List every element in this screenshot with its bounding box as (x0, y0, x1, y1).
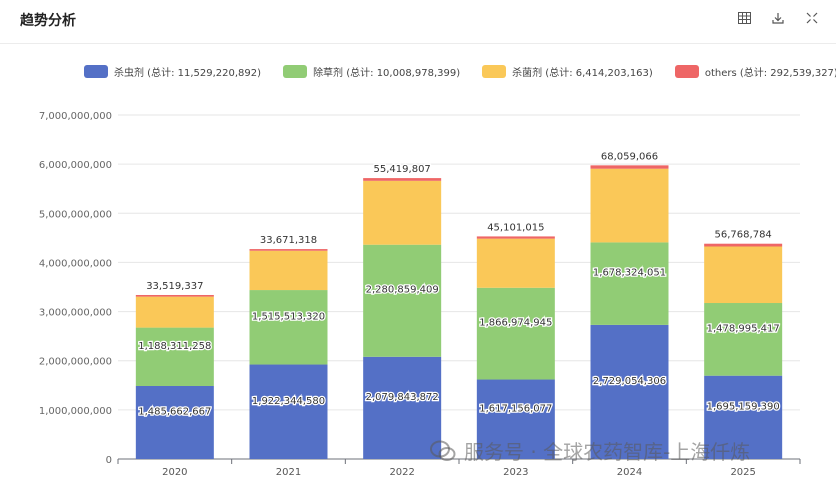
data-label: 55,419,807 (374, 164, 431, 175)
legend-item-fungicide[interactable]: 杀菌剂 (总计: 6,414,203,163) (482, 64, 653, 79)
data-label: 2,280,859,409 (366, 285, 439, 296)
watermark: 服务号 · 全球农药智库-上海仟炼 (430, 436, 750, 465)
data-label: 1,515,513,320 (252, 311, 325, 322)
bar-segment (590, 168, 669, 243)
y-tick-label: 1,000,000,000 (39, 406, 112, 417)
data-label: 68,059,066 (601, 151, 658, 162)
legend-label: 除草剂 (总计: 10,008,978,399) (313, 68, 461, 79)
bar-segment (363, 178, 442, 181)
x-tick-label: 2024 (617, 467, 642, 478)
bar-segment (704, 243, 783, 247)
data-label: 45,101,015 (487, 222, 544, 233)
bar-segment (135, 327, 214, 386)
download-icon[interactable] (770, 10, 786, 26)
data-label: 1,695,159,390 (707, 401, 780, 412)
legend-item-others[interactable]: others (总计: 292,539,327) (674, 64, 836, 79)
x-tick-label: 2020 (162, 467, 187, 478)
data-label: 1,678,324,051 (593, 268, 666, 279)
data-label: 33,519,337 (146, 281, 203, 292)
fullscreen-icon[interactable] (804, 10, 820, 26)
chart-legend: 杀虫剂 (总计: 11,529,220,892) 除草剂 (总计: 10,008… (84, 64, 836, 79)
wechat-icon (430, 440, 456, 461)
y-tick-label: 7,000,000,000 (39, 111, 112, 122)
header-divider (0, 43, 836, 44)
bar-segment (476, 379, 555, 459)
data-label: 1,866,974,945 (479, 318, 552, 329)
bar-segment (476, 287, 555, 380)
legend-label: others (总计: 292,539,327) (704, 68, 836, 79)
watermark-text: 服务号 · 全球农药智库-上海仟炼 (464, 440, 751, 464)
bar-segment (363, 244, 442, 357)
bar-segment (249, 290, 328, 365)
data-label: 56,768,784 (715, 230, 772, 241)
y-tick-label: 2,000,000,000 (39, 357, 112, 368)
bar-segment (704, 303, 783, 376)
header-bar: 趋势分析 (0, 0, 836, 44)
legend-swatch (84, 65, 108, 78)
legend-swatch (674, 65, 699, 78)
bar-segment (704, 246, 783, 304)
legend-label: 杀虫剂 (总计: 11,529,220,892) (114, 68, 262, 79)
data-label: 33,671,318 (260, 235, 317, 246)
table-icon[interactable] (736, 10, 752, 26)
legend-label: 杀菌剂 (总计: 6,414,203,163) (512, 68, 653, 79)
y-tick-label: 5,000,000,000 (39, 209, 112, 220)
y-tick-label: 0 (106, 455, 112, 466)
bar-segment (249, 364, 328, 459)
bar-segment (135, 294, 214, 297)
bar-segment (135, 385, 214, 459)
bar-segment (590, 165, 669, 169)
legend-item-insecticide[interactable]: 杀虫剂 (总计: 11,529,220,892) (84, 64, 261, 79)
bar-segment (249, 250, 328, 291)
data-label: 2,729,054,306 (593, 376, 666, 387)
x-tick-label: 2022 (389, 467, 414, 478)
data-label: 1,485,662,667 (138, 406, 211, 417)
x-tick-label: 2023 (503, 467, 528, 478)
y-tick-label: 6,000,000,000 (39, 160, 112, 171)
bar-segment (476, 238, 555, 288)
bar-segment (363, 180, 442, 245)
data-label: 1,188,311,258 (138, 341, 211, 352)
legend-item-herbicide[interactable]: 除草剂 (总计: 10,008,978,399) (283, 64, 460, 79)
x-tick-label: 2021 (276, 467, 301, 478)
bar-segment (249, 249, 328, 251)
legend-swatch (283, 65, 308, 78)
data-label: 1,922,344,580 (252, 396, 325, 407)
y-tick-label: 4,000,000,000 (39, 258, 112, 269)
y-tick-label: 3,000,000,000 (39, 308, 112, 319)
toolbar (736, 10, 820, 26)
legend-swatch (482, 65, 507, 78)
data-label: 1,617,156,077 (479, 403, 552, 414)
data-label: 1,478,995,417 (707, 323, 780, 334)
x-tick-label: 2025 (730, 467, 755, 478)
bar-segment (590, 242, 669, 325)
bar-segment (363, 356, 442, 459)
bar-segment (476, 236, 555, 239)
data-label: 2,079,843,872 (366, 392, 439, 403)
page-title: 趋势分析 (20, 13, 76, 29)
bar-segment (590, 324, 669, 459)
bar-segment (135, 296, 214, 328)
bar-segment (704, 375, 783, 459)
